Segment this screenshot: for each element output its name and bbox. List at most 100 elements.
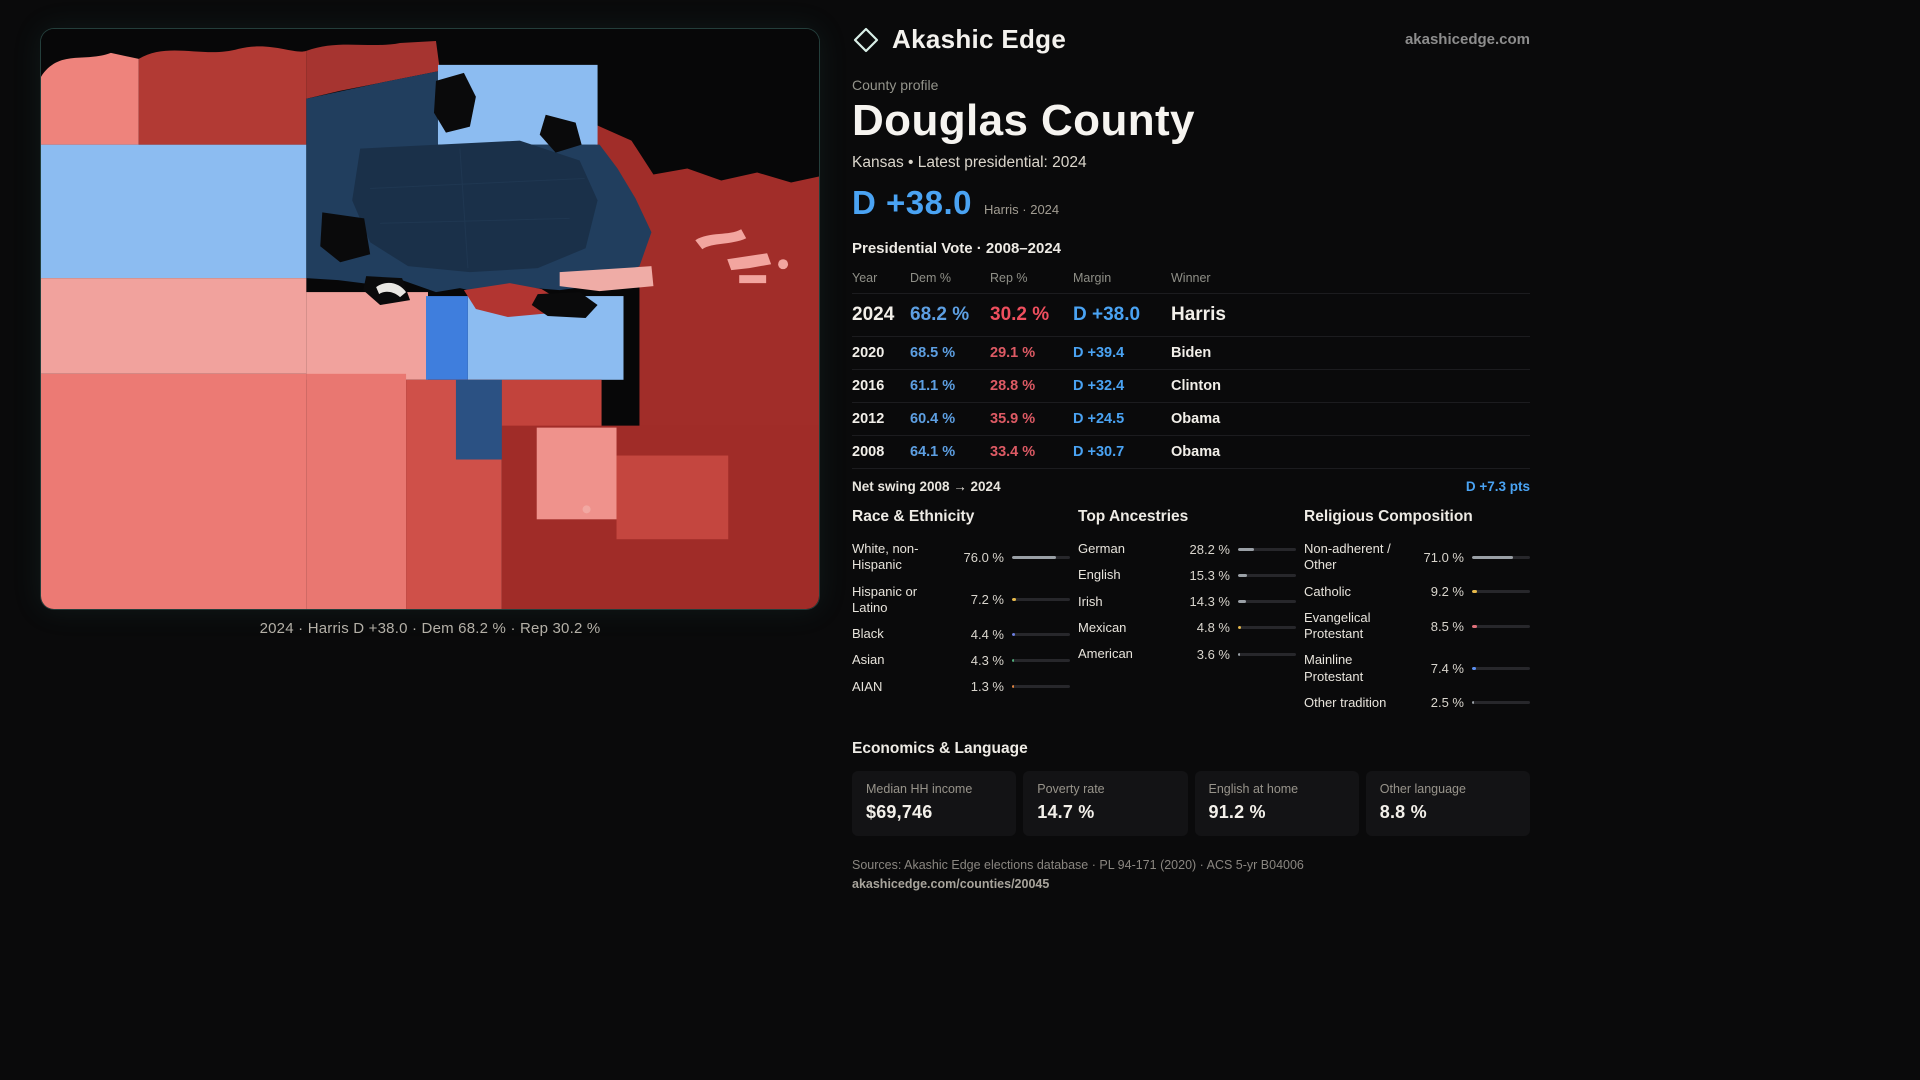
demo-row: Catholic 9.2 %: [1304, 579, 1530, 605]
page-title: Douglas County: [852, 96, 1195, 145]
header: Akashic Edge akashicedge.com: [852, 24, 1530, 55]
table-row: 2024 68.2 % 30.2 % D +38.0 Harris: [852, 293, 1530, 336]
cell-year: 2024: [852, 304, 895, 325]
cell-year: 2008: [852, 444, 885, 460]
demo-value: 4.3 %: [970, 652, 1004, 668]
demo-value: 4.8 %: [1196, 620, 1230, 636]
table-row: 2016 61.1 % 28.8 % D +32.4 Clinton: [852, 369, 1530, 402]
demo-bar-fill: [1238, 626, 1241, 630]
site-domain-link[interactable]: akashicedge.com: [1404, 31, 1530, 48]
cell-rep: 33.4 %: [990, 444, 1036, 460]
demo-value: 7.2 %: [970, 592, 1004, 608]
subtitle: Kansas • Latest presidential: 2024: [852, 154, 1087, 171]
demo-label: Mexican: [1078, 619, 1127, 635]
demo-value: 1.3 %: [970, 679, 1004, 695]
stat-value: $69,746: [866, 802, 933, 822]
demo-bar-track: [1238, 600, 1296, 604]
demo-row: AIAN 1.3 %: [852, 674, 1070, 700]
cell-year: 2020: [852, 345, 885, 361]
table-row: 2008 64.1 % 33.4 % D +30.7 Obama: [852, 435, 1530, 468]
demo-bar-track: [1472, 701, 1530, 705]
demo-label: Irish: [1078, 593, 1103, 609]
demo-bar-fill: [1472, 555, 1514, 559]
stat-value: 8.8 %: [1379, 802, 1427, 822]
demo-row: Asian 4.3 %: [852, 647, 1070, 673]
county-map-panel: [40, 28, 820, 610]
demo-bar-track: [1472, 590, 1530, 594]
cell-rep: 30.2 %: [990, 304, 1050, 325]
stat-label: Poverty rate: [1037, 782, 1105, 796]
demo-value: 9.2 %: [1430, 584, 1464, 600]
col-rep: Rep %: [990, 271, 1028, 285]
demo-bar-track: [1012, 632, 1070, 636]
demo-row: English 15.3 %: [1078, 562, 1296, 588]
cell-dem: 64.1 %: [910, 444, 956, 460]
stat-value: 14.7 %: [1037, 802, 1095, 822]
demo-bar-fill: [1472, 667, 1477, 670]
table-row: 2012 60.4 % 35.9 % D +24.5 Obama: [852, 402, 1530, 435]
demo-bar-track: [1238, 626, 1296, 630]
section-heading: Religious Composition: [1304, 508, 1473, 525]
net-swing-label: Net swing 2008 → 2024: [852, 479, 1001, 494]
demo-label: Mainline Protestant: [1304, 652, 1364, 684]
vote-table-title: Presidential Vote · 2008–2024: [852, 240, 1062, 257]
demo-bar-track: [1012, 555, 1070, 559]
demo-value: 2.5 %: [1430, 695, 1464, 711]
permalink[interactable]: akashicedge.com/counties/20045: [852, 877, 1050, 891]
demo-label: Non-adherent / Other: [1304, 541, 1391, 573]
demo-label: German: [1078, 541, 1125, 556]
demo-label: Evangelical Protestant: [1304, 609, 1371, 641]
demo-bar-track: [1472, 555, 1530, 559]
cell-dem: 68.5 %: [910, 345, 956, 361]
cell-winner: Biden: [1171, 345, 1212, 361]
net-swing-value: D +7.3 pts: [1465, 479, 1530, 494]
demo-value: 4.4 %: [970, 626, 1004, 642]
county-precinct-map[interactable]: [41, 29, 819, 609]
brand-name: Akashic Edge: [892, 24, 1067, 54]
demo-bar-fill: [1012, 632, 1015, 636]
demo-bar-fill: [1012, 685, 1014, 689]
demo-bar-fill: [1012, 555, 1057, 559]
cell-dem: 60.4 %: [910, 411, 956, 427]
demo-bar-fill: [1238, 600, 1247, 604]
demo-row: Black 4.4 %: [852, 621, 1070, 647]
headline-margin-row: D +38.0 Harris · 2024: [852, 184, 1530, 222]
demo-bar-track: [1012, 658, 1070, 662]
cell-winner: Obama: [1171, 411, 1221, 427]
demo-row: Evangelical Protestant 8.5 %: [1304, 605, 1530, 648]
cell-year: 2012: [852, 411, 885, 427]
col-margin: Margin: [1073, 271, 1112, 285]
col-winner: Winner: [1171, 271, 1211, 285]
economics-stats: Median HH income $69,746 Poverty rate 14…: [852, 771, 1530, 836]
cell-winner: Harris: [1171, 304, 1226, 325]
demo-row: Mainline Protestant 7.4 %: [1304, 647, 1530, 690]
diamond-logo-icon: [853, 27, 879, 52]
demo-value: 8.5 %: [1430, 618, 1464, 634]
demo-label: American: [1078, 646, 1133, 661]
stat-card: Poverty rate 14.7 %: [1023, 771, 1188, 836]
county-profile-panel: Akashic Edge akashicedge.com County prof…: [852, 24, 1530, 891]
demo-label: Black: [852, 626, 884, 641]
stat-value: 91.2 %: [1208, 802, 1266, 822]
demo-value: 76.0 %: [963, 549, 1004, 565]
demo-row: Irish 14.3 %: [1078, 589, 1296, 615]
demo-value: 14.3 %: [1189, 594, 1230, 610]
demo-label: Catholic: [1304, 583, 1351, 599]
demo-row: Other tradition 2.5 %: [1304, 690, 1530, 716]
demo-bar-fill: [1012, 598, 1017, 602]
demo-bar-track: [1472, 667, 1530, 670]
cell-margin: D +32.4: [1073, 378, 1125, 394]
demo-value: 7.4 %: [1430, 661, 1464, 676]
demo-label: Other tradition: [1304, 694, 1387, 710]
demo-bar-fill: [1238, 652, 1241, 656]
demo-bar-fill: [1472, 624, 1477, 628]
ancestries-column: Top Ancestries German 28.2 % English 15.…: [1078, 508, 1296, 716]
cell-winner: Obama: [1171, 444, 1221, 460]
demo-bar-track: [1472, 624, 1530, 628]
demo-bar-track: [1238, 547, 1296, 551]
demo-value: 3.6 %: [1196, 646, 1230, 662]
cell-rep: 29.1 %: [990, 345, 1036, 361]
net-swing-row: Net swing 2008 → 2024 D +7.3 pts: [852, 468, 1530, 494]
demo-label: Hispanic or Latino: [852, 583, 918, 615]
